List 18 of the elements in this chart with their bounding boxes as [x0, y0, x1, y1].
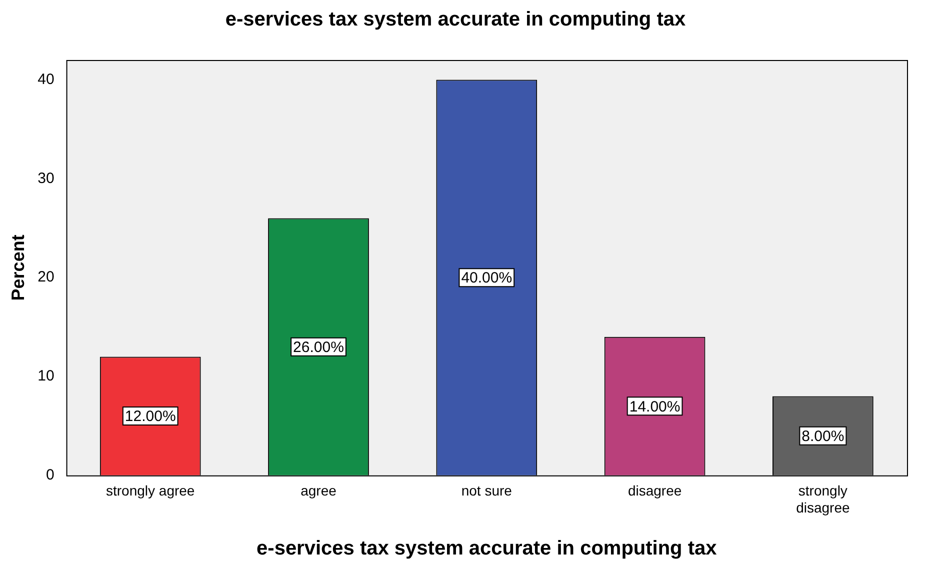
y-axis-title: Percent — [8, 234, 28, 301]
data-label: 8.00% — [802, 428, 844, 445]
data-label: 12.00% — [124, 408, 176, 426]
x-tick-label: agree — [300, 482, 337, 499]
y-tick-label: 40 — [38, 70, 54, 88]
y-tick-label: 20 — [38, 268, 54, 286]
y-tick-label: 10 — [38, 368, 54, 385]
y-tick-label: 30 — [38, 170, 54, 187]
x-tick-label: strongly agree — [106, 482, 195, 499]
x-tick-label: disagree — [628, 482, 682, 499]
data-label: 40.00% — [461, 270, 512, 287]
x-axis-title: e-services tax system accurate in computing tax — [256, 538, 717, 560]
data-label: 14.00% — [629, 398, 680, 416]
chart-title: e-services tax system accurate in computing tax — [225, 8, 686, 31]
x-tick-label: not sure — [461, 482, 512, 499]
data-label: 26.00% — [293, 338, 344, 356]
x-tick-label: strongly disagree — [796, 482, 850, 516]
y-tick-label: 0 — [46, 466, 54, 484]
